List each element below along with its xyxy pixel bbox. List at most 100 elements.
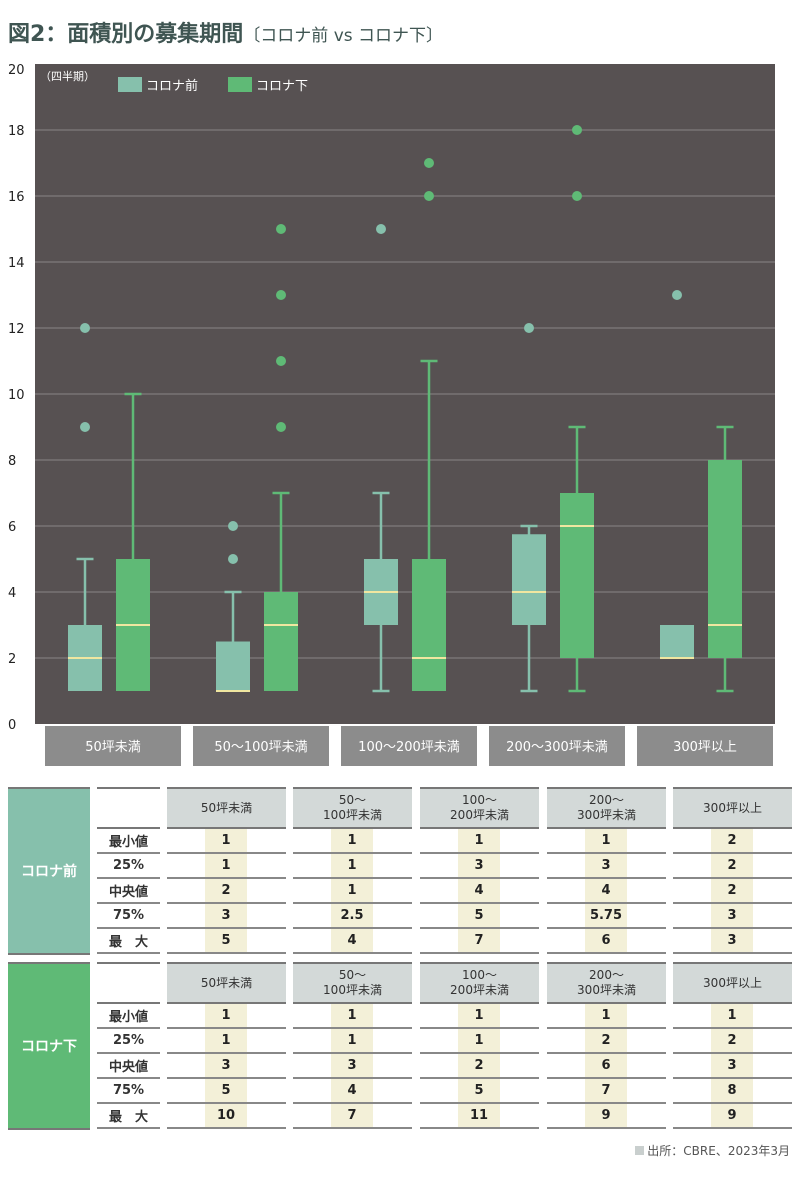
table-row-label: 75% — [97, 1079, 160, 1104]
table-cell: 1 — [167, 1029, 286, 1054]
category-label: 50〜100坪未満 — [214, 740, 307, 755]
table-value: 1 — [331, 1029, 373, 1052]
outlier-point — [276, 356, 286, 366]
table-value: 8 — [711, 1079, 753, 1102]
table-cell: 3 — [673, 929, 792, 954]
table-row-label: 中央値 — [97, 1054, 160, 1079]
category-box — [193, 726, 329, 766]
box — [660, 625, 694, 658]
table-row-label: 最小値 — [97, 1004, 160, 1029]
category-box — [45, 726, 181, 766]
table-value: 1 — [458, 1004, 500, 1027]
table-row-label: 最 大 — [97, 929, 160, 954]
y-tick-label: 6 — [8, 520, 16, 535]
table-cell: 6 — [547, 1054, 666, 1079]
table-value: 1 — [331, 854, 373, 877]
table-cell: 11 — [420, 1104, 539, 1129]
table-value: 2 — [711, 829, 753, 852]
table-row-label: 25% — [97, 1029, 160, 1054]
table-value: 2 — [711, 879, 753, 902]
table-cell: 2 — [673, 1029, 792, 1054]
table-value: 1 — [205, 1029, 247, 1052]
table-cell: 8 — [673, 1079, 792, 1104]
y-tick-label: 0 — [8, 718, 16, 733]
table-value: 5 — [205, 1079, 247, 1102]
category-label: 200〜300坪未満 — [506, 740, 608, 755]
legend-swatch — [228, 77, 252, 92]
table-corner — [97, 962, 160, 1004]
table-value: 3 — [205, 1054, 247, 1077]
legend-swatch — [118, 77, 142, 92]
table-cell: 1 — [547, 1004, 666, 1029]
table-value: 7 — [585, 1079, 627, 1102]
table-column-header: 50〜 100坪未満 — [293, 787, 412, 829]
y-tick-label: 20 — [8, 63, 25, 78]
table-value: 1 — [331, 879, 373, 902]
table-cell: 1 — [420, 1029, 539, 1054]
table-cell: 1 — [293, 879, 412, 904]
table-value: 4 — [585, 879, 627, 902]
table-column-header: 200〜 300坪未満 — [547, 787, 666, 829]
stats-table: コロナ下 50坪未満 50〜 100坪未満 100〜 200坪未満 200〜 300坪未… — [8, 962, 793, 1130]
table-column-header: 50〜 100坪未満 — [293, 962, 412, 1004]
table-cell: 6 — [547, 929, 666, 954]
table-value: 3 — [711, 1054, 753, 1077]
table-cell: 1 — [167, 854, 286, 879]
table-cell: 1 — [293, 829, 412, 854]
table-row-label: 75% — [97, 904, 160, 929]
table-cell: 4 — [420, 879, 539, 904]
outlier-point — [376, 224, 386, 234]
outlier-point — [672, 290, 682, 300]
table-column-header: 50坪未満 — [167, 787, 286, 829]
source-note: 出所：CBRE、2023年3月 — [635, 1142, 790, 1159]
title-main: 図2：面積別の募集期間 — [8, 22, 244, 47]
outlier-point — [276, 224, 286, 234]
table-cell: 7 — [293, 1104, 412, 1129]
box — [264, 592, 298, 691]
y-tick-label: 10 — [8, 388, 25, 403]
y-tick-label: 8 — [8, 454, 16, 469]
category-box — [341, 726, 477, 766]
table-row-label: 最小値 — [97, 829, 160, 854]
table-value: 4 — [331, 1079, 373, 1102]
table-cell: 5.75 — [547, 904, 666, 929]
table-column-header: 50坪未満 — [167, 962, 286, 1004]
table-cell: 1 — [293, 854, 412, 879]
table-value: 3 — [711, 929, 753, 952]
table-group-label: コロナ前 — [8, 787, 90, 955]
table-cell: 1 — [673, 1004, 792, 1029]
outlier-point — [80, 422, 90, 432]
table-value: 2 — [458, 1054, 500, 1077]
table-cell: 10 — [167, 1104, 286, 1129]
table-value: 2 — [205, 879, 247, 902]
table-value: 10 — [205, 1104, 247, 1127]
table-value: 1 — [205, 1004, 247, 1027]
category-box — [489, 726, 625, 766]
table-corner — [97, 787, 160, 829]
category-label: 100〜200坪未満 — [358, 740, 460, 755]
table-value: 2 — [711, 1029, 753, 1052]
table-value: 6 — [585, 929, 627, 952]
table-cell: 3 — [673, 1054, 792, 1079]
table-value: 3 — [205, 904, 247, 927]
table-cell: 3 — [420, 854, 539, 879]
table-value: 3 — [331, 1054, 373, 1077]
outlier-point — [572, 191, 582, 201]
table-row-label: 25% — [97, 854, 160, 879]
y-tick-label: 18 — [8, 124, 25, 139]
table-column-header: 100〜 200坪未満 — [420, 962, 539, 1004]
table-group-label: コロナ下 — [8, 962, 90, 1130]
table-value: 11 — [458, 1104, 500, 1127]
table-cell: 3 — [673, 904, 792, 929]
table-value: 1 — [458, 829, 500, 852]
table-cell: 2 — [673, 879, 792, 904]
table-cell: 2 — [167, 879, 286, 904]
outlier-point — [80, 323, 90, 333]
y-tick-label: 16 — [8, 190, 25, 205]
table-value: 9 — [585, 1104, 627, 1127]
table-value: 5 — [458, 904, 500, 927]
table-cell: 5 — [167, 929, 286, 954]
category-label: 50坪未満 — [85, 740, 141, 755]
table-value: 2 — [711, 854, 753, 877]
